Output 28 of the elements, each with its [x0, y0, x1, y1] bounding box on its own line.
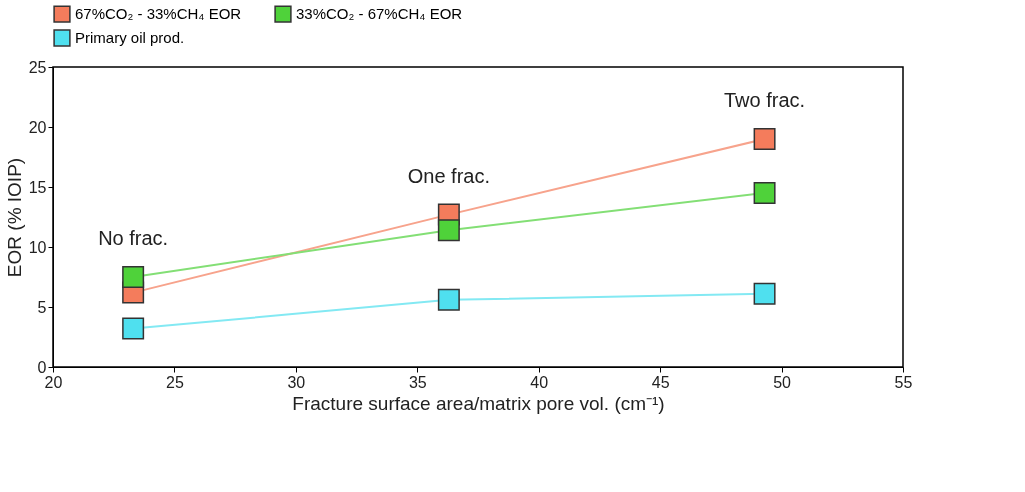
x-tick-label: 35 [408, 373, 427, 391]
point [437, 288, 460, 311]
point [122, 317, 145, 340]
point [753, 128, 776, 150]
legend-label: Primary oil prod. [75, 29, 185, 46]
y-tick-label: 25 [28, 58, 47, 76]
x-tick-label: 45 [651, 373, 670, 391]
point [437, 219, 460, 242]
annotation: No frac. [98, 227, 169, 249]
x-tick-label: 25 [166, 373, 184, 391]
x-tick-label: 40 [530, 373, 549, 391]
legend-label: 33%CO₂ - 67%CH₄ EOR [296, 5, 463, 23]
point [753, 282, 776, 305]
y-tick-label: 20 [28, 118, 47, 136]
legend-label: 67%CO₂ - 33%CH₄ EOR [75, 5, 242, 23]
point [753, 182, 776, 204]
y-tick-label: 5 [37, 298, 47, 316]
annotation: One frac. [407, 164, 490, 187]
y-axis-title: EOR (% IOIP) [3, 157, 25, 278]
x-tick-label: 50 [773, 373, 792, 391]
point [122, 266, 145, 288]
y-tick-label: 15 [28, 178, 47, 196]
y-tick-label: 10 [28, 238, 47, 256]
annotation: Two frac. [724, 89, 806, 111]
x-tick-label: 55 [894, 373, 913, 391]
y-tick-label: 0 [37, 358, 47, 376]
x-axis-title: Fracture surface area/matrix pore vol. (cm⁻¹) [292, 392, 665, 414]
x-tick-label: 30 [287, 373, 306, 391]
